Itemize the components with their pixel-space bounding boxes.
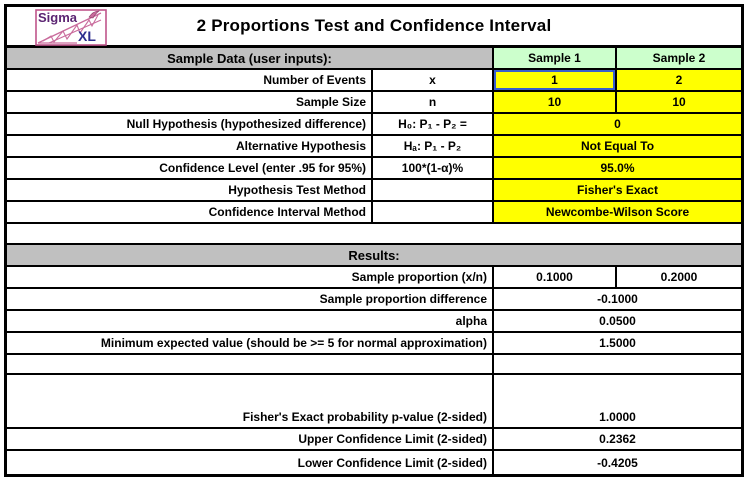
sample-proportion-label: Sample proportion (x/n) — [7, 267, 494, 287]
row-sample-proportion: Sample proportion (x/n) 0.1000 0.2000 — [7, 267, 741, 289]
row-proportion-difference: Sample proportion difference -0.1000 — [7, 289, 741, 311]
result-minimum-expected-value: 1.5000 — [599, 336, 636, 350]
row-number-of-events: Number of Events x 1 2 — [7, 70, 741, 92]
input-sample1-size[interactable]: 10 — [494, 92, 617, 112]
spacer-row — [7, 224, 741, 243]
result-sample2-proportion: 0.2000 — [660, 270, 698, 284]
confidence-level-label: Confidence Level (enter .95 for 95%) — [7, 158, 373, 178]
lower-confidence-limit-label: Lower Confidence Limit (2-sided) — [7, 451, 494, 474]
page-title: 2 Proportions Test and Confidence Interv… — [196, 16, 552, 35]
null-hypothesis-label: Null Hypothesis (hypothesized difference… — [7, 114, 373, 134]
row-null-hypothesis: Null Hypothesis (hypothesized difference… — [7, 114, 741, 136]
sample-size-label: Sample Size — [7, 92, 373, 112]
minimum-expected-value-label: Minimum expected value (should be >= 5 f… — [7, 333, 494, 353]
input-alternative-hypothesis[interactable]: Not Equal To — [494, 136, 741, 156]
result-upper-confidence-limit: 0.2362 — [599, 432, 636, 446]
upper-confidence-limit-label: Upper Confidence Limit (2-sided) — [7, 429, 494, 449]
input-sample1-events[interactable]: 1 — [494, 70, 617, 90]
fishers-exact-p-value-label: Fisher's Exact probability p-value (2-si… — [7, 375, 494, 427]
alternative-hypothesis-symbol: Hₐ: P₁ - P₂ — [373, 136, 494, 156]
sample-data-header-row: Sample Data (user inputs): Sample 1 Samp… — [7, 48, 741, 70]
row-confidence-level: Confidence Level (enter .95 for 95%) 100… — [7, 158, 741, 180]
title-row: Sigma XL 2 Proportions Test and Confiden… — [7, 7, 741, 48]
confidence-interval-method-symbol — [373, 202, 494, 222]
null-hypothesis-symbol: H₀: P₁ - P₂ = — [373, 114, 494, 134]
column-header-sample2: Sample 2 — [617, 48, 741, 68]
empty-cell — [494, 355, 741, 373]
row-sample-size: Sample Size n 10 10 — [7, 92, 741, 114]
confidence-interval-method-label: Confidence Interval Method — [7, 202, 373, 222]
two-proportions-test-sheet: Sigma XL 2 Proportions Test and Confiden… — [4, 4, 744, 477]
result-fishers-exact-p-value: 1.0000 — [599, 410, 636, 424]
confidence-level-symbol: 100*(1-α)% — [373, 158, 494, 178]
row-upper-confidence-limit: Upper Confidence Limit (2-sided) 0.2362 — [7, 429, 741, 451]
alternative-hypothesis-label: Alternative Hypothesis — [7, 136, 373, 156]
row-lower-confidence-limit: Lower Confidence Limit (2-sided) -0.4205 — [7, 451, 741, 474]
number-of-events-label: Number of Events — [7, 70, 373, 90]
result-lower-confidence-limit: -0.4205 — [597, 455, 638, 470]
row-fishers-exact-p-value: Fisher's Exact probability p-value (2-si… — [7, 373, 741, 429]
proportion-difference-label: Sample proportion difference — [7, 289, 494, 309]
row-hypothesis-test-method: Hypothesis Test Method Fisher's Exact — [7, 180, 741, 202]
hypothesis-test-method-label: Hypothesis Test Method — [7, 180, 373, 200]
row-minimum-expected-value: Minimum expected value (should be >= 5 f… — [7, 333, 741, 355]
symbol-n: n — [373, 92, 494, 112]
spacer-row-2 — [7, 355, 741, 373]
result-proportion-difference: -0.1000 — [597, 292, 638, 306]
result-alpha: 0.0500 — [599, 314, 636, 328]
results-header-row: Results: — [7, 243, 741, 267]
input-confidence-level[interactable]: 95.0% — [494, 158, 741, 178]
input-hypothesized-difference[interactable]: 0 — [494, 114, 741, 134]
empty-cell — [7, 355, 494, 373]
sigmaxl-logo: Sigma XL — [35, 9, 107, 46]
column-header-sample1: Sample 1 — [494, 48, 617, 68]
input-sample2-events[interactable]: 2 — [617, 70, 741, 90]
logo-lattice-truss — [42, 14, 99, 44]
result-sample1-proportion: 0.1000 — [494, 267, 617, 287]
hypothesis-test-method-symbol — [373, 180, 494, 200]
logo-sigma-text: Sigma — [38, 10, 78, 25]
input-sample2-size[interactable]: 10 — [617, 92, 741, 112]
logo-lattice-line — [48, 19, 102, 44]
alpha-label: alpha — [7, 311, 494, 331]
symbol-x: x — [373, 70, 494, 90]
row-alternative-hypothesis: Alternative Hypothesis Hₐ: P₁ - P₂ Not E… — [7, 136, 741, 158]
input-hypothesis-test-method[interactable]: Fisher's Exact — [494, 180, 741, 200]
logo-quill — [88, 10, 100, 19]
results-section-header: Results: — [7, 245, 741, 265]
row-alpha: alpha 0.0500 — [7, 311, 741, 333]
row-confidence-interval-method: Confidence Interval Method Newcombe-Wils… — [7, 202, 741, 224]
input-confidence-interval-method[interactable]: Newcombe-Wilson Score — [494, 202, 741, 222]
sample-data-section-header: Sample Data (user inputs): — [7, 48, 494, 68]
logo-xl-text: XL — [78, 28, 96, 44]
